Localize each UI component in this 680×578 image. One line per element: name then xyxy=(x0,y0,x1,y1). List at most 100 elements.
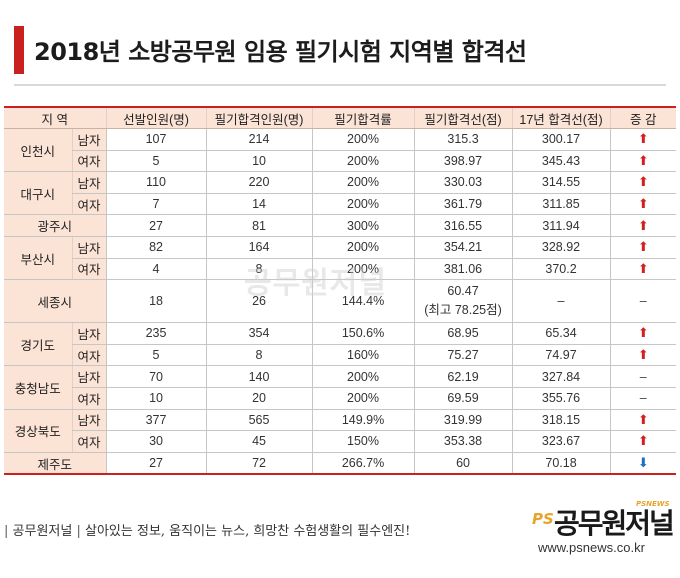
selected-count-cell: 5 xyxy=(105,150,207,173)
trend-cell: – xyxy=(609,387,677,410)
arrow-up-icon: ⬆ xyxy=(637,347,649,363)
arrow-up-icon: ⬆ xyxy=(637,131,649,147)
arrow-up-icon: ⬆ xyxy=(637,433,649,449)
table-row: 광주시 27 81 300% 316.55 311.94 ⬆ xyxy=(4,214,677,237)
selected-count-cell: 27 xyxy=(105,452,207,476)
trend-cell: ⬆ xyxy=(609,322,677,345)
prev-cutoff-cell: 328.92 xyxy=(511,236,611,259)
gender-cell: 남자 xyxy=(71,128,107,151)
selected-count-cell: 110 xyxy=(105,171,207,194)
gender-cell: 여자 xyxy=(71,258,107,281)
gender-cell: 여자 xyxy=(71,387,107,410)
prev-cutoff-cell: 74.97 xyxy=(511,344,611,367)
passed-count-cell: 220 xyxy=(205,171,313,194)
dash-icon: – xyxy=(639,391,647,406)
trend-cell: ⬆ xyxy=(609,193,677,216)
selected-count-cell: 7 xyxy=(105,193,207,216)
pass-rate-cell: 150% xyxy=(311,430,415,453)
title-divider xyxy=(14,84,666,86)
cutoff-cell: 69.59 xyxy=(413,387,513,410)
prev-cutoff-cell: 345.43 xyxy=(511,150,611,173)
pass-rate-cell: 150.6% xyxy=(311,322,415,345)
header-rate: 필기합격률 xyxy=(311,106,415,129)
prev-cutoff-cell: 370.2 xyxy=(511,258,611,281)
cutoff-cell: 381.06 xyxy=(413,258,513,281)
selected-count-cell: 27 xyxy=(105,214,207,237)
arrow-up-icon: ⬆ xyxy=(637,196,649,212)
passed-count-cell: 140 xyxy=(205,365,313,388)
region-cell: 경상북도 xyxy=(4,409,72,453)
pass-rate-cell: 200% xyxy=(311,236,415,259)
pass-rate-cell: 200% xyxy=(311,150,415,173)
prev-cutoff-cell: 355.76 xyxy=(511,387,611,410)
prev-cutoff-cell: 70.18 xyxy=(511,452,611,476)
trend-cell: – xyxy=(609,279,677,324)
cutoff-cell: 62.19 xyxy=(413,365,513,388)
watermark: 공무원저널 xyxy=(244,266,387,301)
arrow-up-icon: ⬆ xyxy=(637,239,649,255)
trend-cell: ⬆ xyxy=(609,409,677,432)
selected-count-cell: 82 xyxy=(105,236,207,259)
table-row: 경기도 남자 235 354 150.6% 68.95 65.34 ⬆ xyxy=(4,322,677,367)
gender-cell: 여자 xyxy=(71,344,107,367)
prev-cutoff-cell: – xyxy=(511,279,611,324)
header-selected: 선발인원(명) xyxy=(105,106,207,129)
trend-cell: ⬆ xyxy=(609,258,677,281)
pass-rate-cell: 300% xyxy=(311,214,415,237)
dash-icon: – xyxy=(639,294,647,309)
cutoff-cell: 315.3 xyxy=(413,128,513,151)
cutoff-cell: 316.55 xyxy=(413,214,513,237)
pass-rate-cell: 160% xyxy=(311,344,415,367)
footer-slogan-line: | 공무원저널 | 살아있는 정보, 움직이는 뉴스, 희망찬 수험생활의 필수… xyxy=(4,520,410,539)
header-trend: 증 감 xyxy=(609,106,677,129)
selected-count-cell: 107 xyxy=(105,128,207,151)
pass-rate-cell: 266.7% xyxy=(311,452,415,476)
passed-count-cell: 214 xyxy=(205,128,313,151)
page-title: 2018년 소방공무원 임용 필기시험 지역별 합격선 xyxy=(34,38,527,66)
trend-cell: ⬆ xyxy=(609,430,677,453)
table-row: 대구시 남자 110 220 200% 330.03 314.55 ⬆ xyxy=(4,171,677,216)
pass-rate-cell: 200% xyxy=(311,365,415,388)
passed-count-cell: 26 xyxy=(205,279,313,324)
cutoff-cell: 60 xyxy=(413,452,513,476)
header-passed: 필기합격인원(명) xyxy=(205,106,313,129)
trend-cell: ⬆ xyxy=(609,344,677,367)
table-row: 부산시 남자 82 164 200% 354.21 328.92 ⬆ xyxy=(4,236,677,281)
arrow-up-icon: ⬆ xyxy=(637,174,649,190)
arrow-down-icon: ⬇ xyxy=(637,455,649,471)
title-accent-bar xyxy=(14,26,24,74)
prev-cutoff-cell: 311.94 xyxy=(511,214,611,237)
table-row: 여자 4 8 200% 381.06 370.2 ⬆ xyxy=(4,258,677,281)
header-cutoff: 필기합격선(점) xyxy=(413,106,513,129)
gender-cell: 남자 xyxy=(71,365,107,388)
table-row: 여자 7 14 200% 361.79 311.85 ⬆ xyxy=(4,193,677,216)
gender-cell: 남자 xyxy=(71,171,107,194)
cutoff-cell: 330.03 xyxy=(413,171,513,194)
pass-rate-cell: 144.4% xyxy=(311,279,415,324)
psnews-logo: PS PSNEWS 공무원저널 xyxy=(532,500,676,540)
prev-cutoff-cell: 300.17 xyxy=(511,128,611,151)
passed-count-cell: 354 xyxy=(205,322,313,345)
passed-count-cell: 81 xyxy=(205,214,313,237)
region-cell: 인천시 xyxy=(4,128,72,173)
trend-cell: ⬆ xyxy=(609,236,677,259)
selected-count-cell: 30 xyxy=(105,430,207,453)
arrow-up-icon: ⬆ xyxy=(637,411,649,427)
gender-cell: 여자 xyxy=(71,150,107,173)
footer-brand: 공무원저널 xyxy=(12,524,73,539)
table-row: 여자 5 8 160% 75.27 74.97 ⬆ xyxy=(4,344,677,367)
pass-cutoff-table: 지 역 선발인원(명) 필기합격인원(명) 필기합격률 필기합격선(점) 17년… xyxy=(4,106,677,476)
prev-cutoff-cell: 311.85 xyxy=(511,193,611,216)
gender-cell: 남자 xyxy=(71,322,107,345)
table-row: 제주도 27 72 266.7% 60 70.18 ⬇ xyxy=(4,452,677,476)
table-row: 여자 10 20 200% 69.59 355.76 – xyxy=(4,387,677,410)
header-prev-cutoff: 17년 합격선(점) xyxy=(511,106,611,129)
cutoff-cell: 353.38 xyxy=(413,430,513,453)
region-cell: 제주도 xyxy=(4,452,107,476)
prev-cutoff-cell: 323.67 xyxy=(511,430,611,453)
cutoff-value: 60.47 xyxy=(447,284,479,299)
arrow-up-icon: ⬆ xyxy=(637,217,649,233)
gender-cell: 남자 xyxy=(71,236,107,259)
site-url: www.psnews.co.kr xyxy=(538,540,645,555)
cutoff-cell: 361.79 xyxy=(413,193,513,216)
